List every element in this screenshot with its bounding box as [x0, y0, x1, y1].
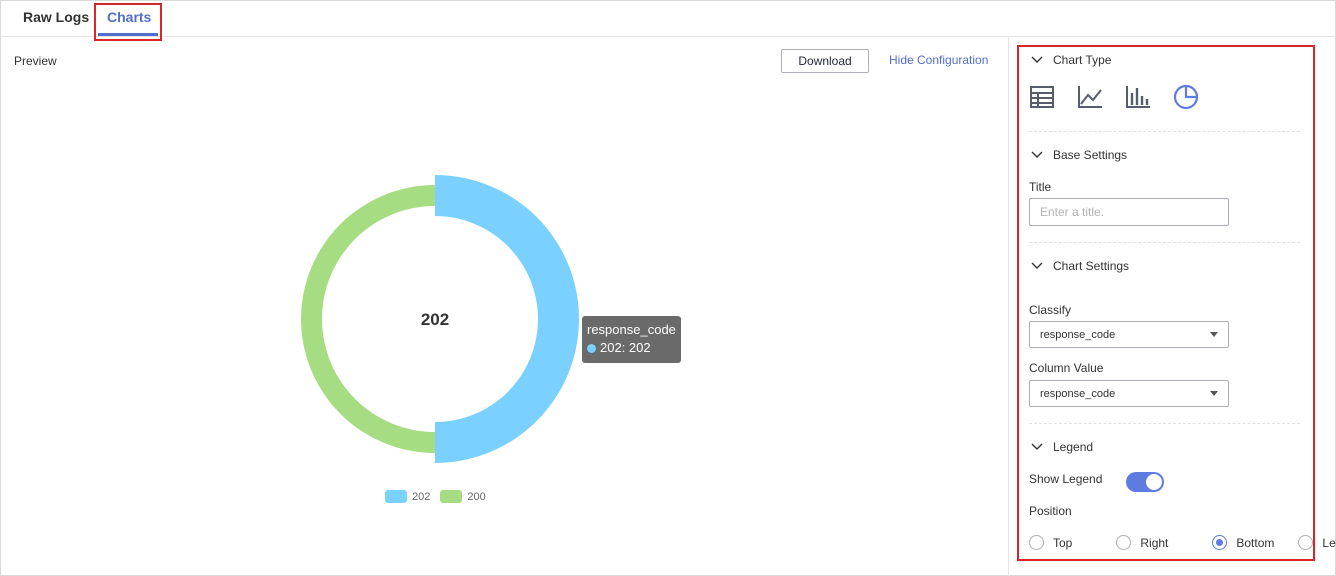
preview-label: Preview — [14, 54, 57, 68]
legend-swatch — [385, 490, 407, 503]
donut-chart[interactable]: 202 — [290, 165, 590, 475]
pie-chart-icon[interactable] — [1173, 84, 1199, 110]
classify-selected-value: response_code — [1040, 328, 1116, 341]
legend-label: 202 — [412, 490, 431, 503]
chevron-down-icon — [1031, 56, 1043, 63]
chevron-down-icon — [1031, 262, 1043, 269]
classify-label: Classify — [1029, 303, 1072, 317]
legend-heading: Legend — [1053, 440, 1094, 454]
chart-settings-section-toggle[interactable]: Chart Settings — [1030, 259, 1129, 273]
section-divider — [1029, 242, 1300, 243]
tab-bar: Raw Logs Charts — [0, 0, 1336, 37]
tooltip-title: response_code — [587, 322, 676, 337]
hide-configuration-link[interactable]: Hide Configuration — [889, 53, 989, 67]
legend-label: 200 — [467, 490, 486, 503]
configuration-panel-highlight — [1017, 45, 1315, 561]
column-value-select[interactable]: response_code — [1029, 380, 1229, 407]
chart-settings-heading: Chart Settings — [1053, 259, 1130, 273]
tooltip-color-dot — [587, 343, 596, 353]
base-settings-section-toggle[interactable]: Base Settings — [1030, 148, 1127, 162]
bar-chart-icon[interactable] — [1125, 84, 1151, 110]
legend-item-202[interactable]: 202 — [385, 490, 430, 503]
chart-tooltip: response_code 202: 202 — [582, 316, 681, 363]
section-divider — [1029, 131, 1300, 132]
tab-raw-logs[interactable]: Raw Logs — [23, 9, 90, 25]
active-tab-indicator — [98, 33, 158, 36]
title-input[interactable] — [1029, 198, 1229, 226]
title-label: Title — [1029, 180, 1052, 194]
donut-slice-202[interactable] — [435, 175, 579, 463]
chevron-down-icon — [1031, 443, 1043, 450]
chart-legend: 202 200 — [385, 490, 496, 503]
chart-type-heading: Chart Type — [1053, 53, 1112, 67]
radio-label: Top — [1053, 535, 1073, 550]
column-value-selected-value: response_code — [1040, 387, 1116, 400]
tooltip-value: 202: 202 — [600, 340, 651, 355]
panel-divider — [1008, 37, 1009, 576]
tab-charts[interactable]: Charts — [107, 9, 152, 25]
radio-circle — [1029, 535, 1044, 550]
chart-type-section-toggle[interactable]: Chart Type — [1030, 53, 1111, 67]
classify-select[interactable]: response_code — [1029, 321, 1229, 348]
legend-swatch — [440, 490, 463, 503]
show-legend-toggle[interactable] — [1126, 472, 1164, 492]
legend-item-200[interactable]: 200 — [440, 490, 486, 503]
section-divider — [1029, 423, 1300, 424]
caret-down-icon — [1210, 332, 1218, 337]
radio-circle — [1212, 535, 1228, 550]
legend-position-left[interactable]: Left — [1298, 535, 1336, 550]
position-label: Position — [1029, 504, 1072, 518]
radio-label: Left — [1322, 535, 1336, 550]
legend-section-toggle[interactable]: Legend — [1030, 440, 1093, 454]
chevron-down-icon — [1031, 151, 1043, 158]
legend-position-radio-group: Top Right Bottom Left — [1029, 535, 1336, 550]
download-button[interactable]: Download — [781, 49, 869, 73]
table-icon[interactable] — [1029, 84, 1055, 110]
chart-type-selector — [1029, 84, 1221, 110]
radio-circle — [1298, 535, 1314, 550]
base-settings-heading: Base Settings — [1053, 148, 1128, 162]
toggle-knob — [1146, 474, 1162, 490]
line-chart-icon[interactable] — [1077, 84, 1103, 110]
charts-tab-highlight — [94, 3, 162, 41]
donut-slice-200[interactable] — [301, 185, 435, 453]
legend-position-top[interactable]: Top — [1029, 535, 1072, 550]
radio-circle — [1116, 535, 1132, 550]
donut-center-label: 202 — [421, 310, 449, 329]
show-legend-label: Show Legend — [1029, 472, 1103, 486]
tooltip-row: 202: 202 — [587, 339, 676, 357]
legend-position-bottom[interactable]: Bottom — [1212, 535, 1274, 550]
radio-label: Right — [1140, 535, 1169, 550]
column-value-label: Column Value — [1029, 361, 1104, 375]
caret-down-icon — [1210, 391, 1218, 396]
radio-label: Bottom — [1236, 535, 1275, 550]
legend-position-right[interactable]: Right — [1116, 535, 1168, 550]
